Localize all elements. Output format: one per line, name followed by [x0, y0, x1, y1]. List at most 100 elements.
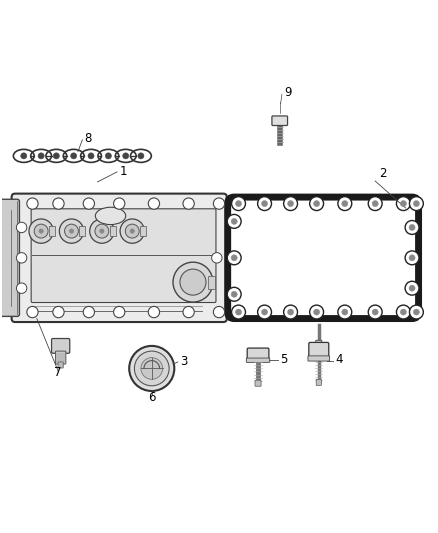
FancyBboxPatch shape [247, 348, 269, 361]
Circle shape [342, 200, 348, 207]
FancyBboxPatch shape [58, 362, 63, 368]
Circle shape [227, 251, 241, 265]
Text: 9: 9 [284, 86, 292, 100]
Circle shape [120, 219, 145, 243]
Circle shape [39, 229, 43, 233]
Circle shape [310, 305, 324, 319]
Circle shape [284, 305, 297, 319]
Circle shape [310, 197, 324, 211]
Circle shape [232, 197, 245, 211]
Circle shape [314, 309, 320, 315]
Circle shape [405, 221, 419, 235]
Text: 6: 6 [148, 391, 155, 404]
Circle shape [409, 224, 415, 230]
FancyBboxPatch shape [308, 356, 330, 361]
Circle shape [125, 224, 139, 238]
Circle shape [258, 305, 272, 319]
Circle shape [138, 153, 144, 159]
Circle shape [60, 219, 84, 243]
Circle shape [227, 287, 241, 301]
Circle shape [129, 346, 174, 391]
Circle shape [368, 305, 382, 319]
Circle shape [100, 229, 104, 233]
Circle shape [83, 306, 95, 318]
Circle shape [64, 224, 78, 238]
Circle shape [53, 306, 64, 318]
Circle shape [261, 309, 268, 315]
Circle shape [338, 197, 352, 211]
Circle shape [410, 197, 424, 211]
Text: 5: 5 [280, 353, 287, 366]
Circle shape [16, 283, 27, 293]
FancyBboxPatch shape [309, 342, 329, 359]
Circle shape [141, 358, 162, 379]
Circle shape [405, 251, 419, 265]
Bar [208, 276, 215, 289]
Circle shape [236, 309, 242, 315]
Circle shape [21, 153, 27, 159]
FancyBboxPatch shape [255, 380, 261, 386]
Circle shape [83, 198, 95, 209]
Circle shape [400, 309, 406, 315]
Circle shape [90, 219, 114, 243]
Circle shape [38, 153, 44, 159]
Circle shape [413, 309, 420, 315]
FancyBboxPatch shape [0, 199, 19, 317]
Bar [110, 226, 116, 236]
Circle shape [227, 214, 241, 228]
FancyBboxPatch shape [316, 379, 321, 385]
Circle shape [95, 224, 109, 238]
Text: 1: 1 [119, 165, 127, 177]
Circle shape [130, 229, 134, 233]
Circle shape [287, 200, 293, 207]
Circle shape [231, 219, 237, 224]
FancyBboxPatch shape [272, 116, 287, 125]
Circle shape [113, 198, 125, 209]
Circle shape [113, 306, 125, 318]
Circle shape [396, 197, 410, 211]
Circle shape [372, 200, 378, 207]
FancyBboxPatch shape [246, 358, 270, 362]
Circle shape [232, 305, 245, 319]
Circle shape [338, 305, 352, 319]
Bar [79, 226, 85, 236]
Circle shape [342, 309, 348, 315]
FancyBboxPatch shape [12, 193, 227, 322]
Circle shape [231, 291, 237, 297]
Circle shape [148, 306, 159, 318]
FancyBboxPatch shape [52, 338, 70, 353]
Circle shape [410, 305, 424, 319]
Circle shape [236, 200, 242, 207]
Circle shape [213, 306, 225, 318]
Text: 2: 2 [379, 167, 387, 180]
Text: 7: 7 [54, 366, 62, 379]
Circle shape [368, 197, 382, 211]
Circle shape [16, 222, 27, 233]
Circle shape [287, 309, 293, 315]
Circle shape [69, 229, 74, 233]
Circle shape [123, 153, 129, 159]
Circle shape [409, 285, 415, 291]
Circle shape [180, 269, 206, 295]
Circle shape [53, 198, 64, 209]
Circle shape [53, 153, 60, 159]
Bar [49, 226, 55, 236]
Circle shape [34, 224, 48, 238]
Circle shape [409, 255, 415, 261]
Circle shape [314, 200, 320, 207]
FancyBboxPatch shape [31, 209, 216, 303]
Circle shape [88, 153, 94, 159]
Circle shape [258, 197, 272, 211]
Circle shape [183, 198, 194, 209]
Circle shape [27, 198, 38, 209]
FancyBboxPatch shape [234, 204, 412, 312]
Circle shape [27, 306, 38, 318]
Ellipse shape [95, 207, 126, 224]
Circle shape [16, 253, 27, 263]
Circle shape [105, 153, 111, 159]
Circle shape [372, 309, 378, 315]
Circle shape [213, 198, 225, 209]
Circle shape [29, 219, 53, 243]
Circle shape [173, 262, 213, 302]
Text: 3: 3 [180, 354, 187, 368]
